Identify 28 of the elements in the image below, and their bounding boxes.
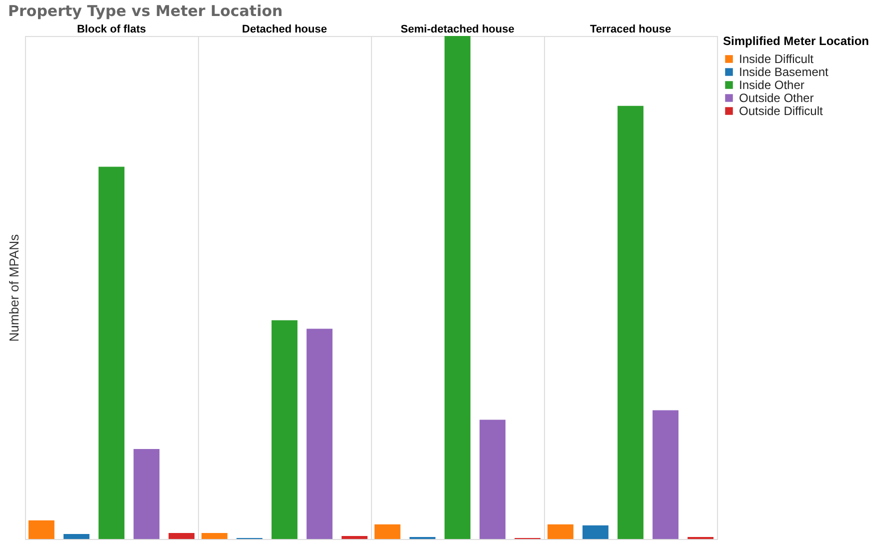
chart-title: Property Type vs Meter Location <box>8 2 283 20</box>
legend-title: Simplified Meter Location <box>723 34 870 48</box>
legend-label: Inside Difficult <box>739 52 814 66</box>
bar <box>168 532 194 539</box>
bar <box>98 166 124 539</box>
x-tick-label: Detached house <box>242 24 327 36</box>
bar <box>202 532 228 539</box>
bar <box>548 524 574 539</box>
bar <box>652 410 678 539</box>
bar <box>272 320 298 539</box>
bar <box>582 525 608 539</box>
bar <box>342 536 368 539</box>
bar <box>374 524 400 539</box>
legend-label: Inside Other <box>739 78 804 92</box>
x-tick-label: Block of flats <box>76 24 146 36</box>
legend-label: Inside Basement <box>739 65 830 79</box>
y-axis-title: Number of MPANs <box>6 234 22 342</box>
bar <box>618 106 644 539</box>
bar <box>64 534 90 539</box>
bar <box>306 328 332 539</box>
bar <box>28 520 54 539</box>
x-tick-label: Semi-detached house <box>400 24 514 36</box>
bar <box>134 448 160 539</box>
x-tick-label: Terraced house <box>590 24 672 36</box>
bar <box>480 420 506 539</box>
legend-label: Outside Difficult <box>739 104 824 118</box>
bar <box>444 36 470 539</box>
legend-label: Outside Other <box>739 91 814 105</box>
